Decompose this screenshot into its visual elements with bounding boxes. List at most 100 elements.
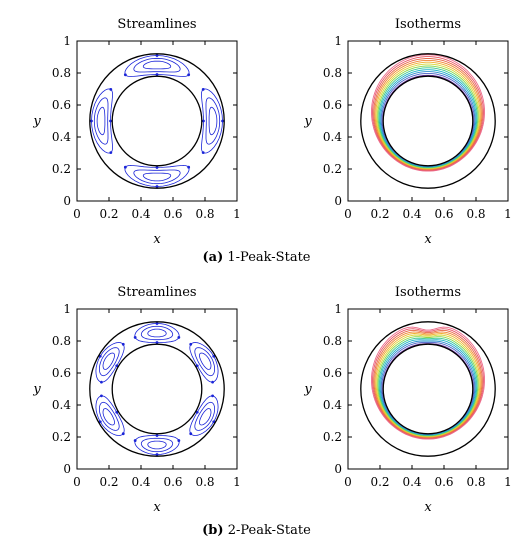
streamline-arrow [121,432,125,436]
streamline-arrow [115,410,119,414]
x-tick-label: 0.2 [99,475,118,489]
streamlines-plot: Streamlines 0 0.2 0.4 0.6 0.8 1 0 0.2 0.4 0.6 0.8 1 x… [32,285,241,515]
isotherm [380,340,476,436]
plot-frame [347,40,509,202]
streamline [133,57,181,73]
streamline-arrow [115,364,119,368]
streamline [102,408,115,426]
x-axis-label: x [424,500,432,515]
streamline-arrow [109,87,113,91]
streamline-arrow [98,420,102,424]
y-tick-label: 0.6 [52,366,71,380]
isotherm [377,336,479,437]
x-tick-label: 0.6 [163,475,182,489]
isotherm [377,65,479,169]
x-tick-label: 0 [73,475,81,489]
streamline [147,328,167,338]
streamline-arrow [133,439,137,442]
outer-cylinder [360,321,496,457]
isotherm [381,72,475,167]
streamline-arrow [155,185,159,188]
y-tick-label: 0.4 [323,130,342,144]
outer-cylinder [89,321,225,457]
streamline-arrow [100,380,103,384]
x-tick-label: 0.2 [99,207,118,221]
streamline-arrow [155,73,159,76]
outer-cylinder [360,53,496,189]
inner-cylinder [111,343,203,435]
streamline-arrow [221,119,224,123]
streamline [194,401,215,431]
streamline-arrow [212,354,216,358]
streamline-arrow [155,341,159,344]
streamline-arrow [98,354,102,358]
streamline [142,60,172,70]
y-tick-label: 0.2 [52,162,71,176]
x-tick-label: 0.2 [370,475,389,489]
streamline [199,408,212,426]
plot-title: Isotherms [395,17,461,32]
isotherm [371,54,485,172]
streamline-arrow [90,119,93,123]
y-tick-label: 0.4 [52,130,71,144]
streamline-arrow [123,165,127,169]
x-tick-label: 0.6 [434,207,453,221]
plot-title: Isotherms [395,285,461,300]
x-tick-label: 0.2 [370,207,389,221]
y-tick-label: 1 [63,34,71,48]
streamline [96,106,106,136]
streamline-arrow [123,73,127,77]
streamline-arrow [187,73,191,77]
isotherm [378,337,478,437]
x-tick-label: 0 [344,475,352,489]
caption-b-text: 2-Peak-State [227,523,311,538]
y-tick-label: 0.4 [52,398,71,412]
streamline [140,325,174,341]
y-tick-label: 0.2 [323,162,342,176]
y-axis-label: y [303,382,312,397]
streamline-arrow [212,420,216,424]
streamline-arrow [109,119,112,123]
x-tick-label: 0.4 [402,207,421,221]
streamline-arrow [100,394,103,398]
isotherm [375,61,481,170]
x-tick-label: 0.4 [131,207,150,221]
y-axis-label: y [32,382,41,397]
streamline-arrow [155,54,159,57]
isotherms-plot: Isotherms 0 0.2 0.4 0.6 0.8 1 0 0.2 0.4 0.6 0.8 1 x y [303,17,512,247]
y-tick-label: 0 [334,462,342,476]
caption-b-label: (b) [202,523,224,538]
y-axis-label: y [32,114,41,129]
streamline-arrow [201,151,205,155]
streamline-arrow [189,432,193,436]
y-tick-label: 1 [334,302,342,316]
streamline [205,97,221,145]
y-tick-label: 0.2 [323,430,342,444]
y-axis-label: y [303,114,312,129]
streamline [133,169,181,185]
caption-b: (b) 2-Peak-State [0,523,513,538]
x-tick-label: 0.8 [195,475,214,489]
y-tick-label: 1 [334,34,342,48]
y-tick-label: 1 [63,302,71,316]
streamline [147,440,167,450]
isotherm [373,329,483,439]
x-tick-label: 0.6 [163,207,182,221]
isotherm [371,326,485,440]
plot-title: Streamlines [117,17,196,32]
x-tick-label: 0 [73,207,81,221]
streamline-arrow [202,119,205,123]
y-tick-label: 0.8 [323,66,342,80]
isotherm-lines [371,54,485,172]
x-tick-label: 1 [504,475,512,489]
streamline-arrow [133,336,137,339]
streamline [142,172,172,182]
y-tick-label: 0.6 [323,98,342,112]
x-tick-label: 0.6 [434,475,453,489]
y-tick-label: 0.8 [52,66,71,80]
y-tick-label: 0.2 [52,430,71,444]
streamline-arrow [189,342,193,346]
streamline-arrow [195,364,199,368]
plot-frame [347,308,509,470]
